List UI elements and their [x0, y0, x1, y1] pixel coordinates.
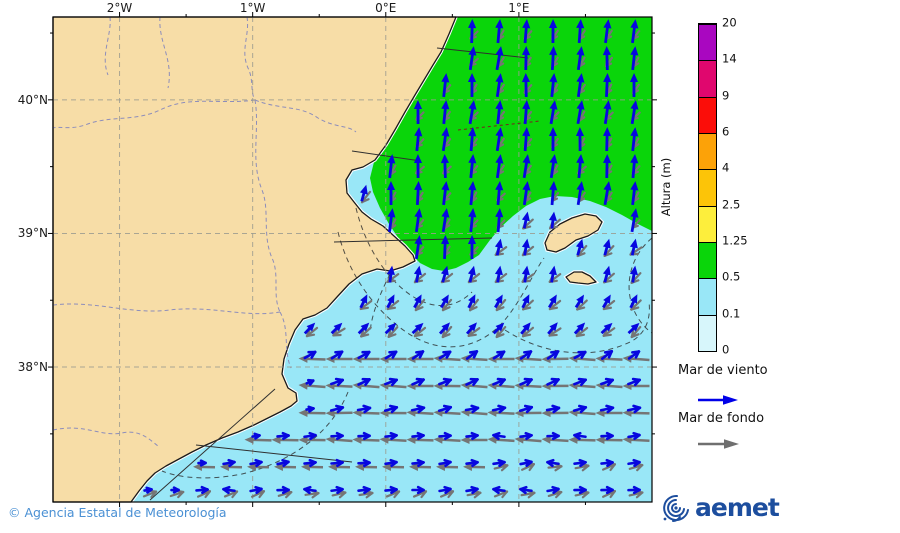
colorbar-segment: [699, 60, 716, 97]
colorbar-tick-label: 0.5: [722, 269, 741, 284]
lon-tick-label: 1°E: [508, 1, 530, 15]
colorbar-tick-label: 0.1: [722, 305, 741, 320]
colorbar-tick-label: 4: [722, 160, 730, 175]
aemet-swirl-icon: [663, 494, 689, 522]
lat-tick-label: 38°N: [17, 360, 48, 375]
colorbar-tick-label: 0: [722, 342, 730, 357]
admin-borders-layer: [52, 16, 357, 447]
colorbar-segment: [699, 169, 716, 206]
aemet-logo: aemet: [660, 492, 780, 524]
colorbar-segment: [699, 24, 716, 61]
wind-sea-legend-label: Mar de viento: [678, 363, 768, 378]
colorbar-segment: [699, 314, 716, 351]
colorbar-segment: [699, 242, 716, 279]
map-frame: [48, 12, 657, 507]
colorbar-tick-label: 20: [722, 15, 737, 30]
colorbar-tick-label: 9: [722, 87, 730, 102]
colorbar-segment: [699, 133, 716, 170]
swell-arrow-icon: [698, 439, 739, 449]
wind-sea-arrows-layer: [143, 19, 642, 495]
wind-sea-arrow-icon: [698, 395, 738, 405]
colorbar-segment: [699, 96, 716, 133]
zone-boundaries-layer: [149, 47, 529, 501]
colorbar-segment: [699, 278, 716, 315]
graticule-layer: [53, 17, 652, 502]
swell-legend-label: Mar de fondo: [678, 411, 765, 426]
lat-tick-label: 39°N: [17, 226, 48, 241]
lon-tick-label: 0°E: [375, 1, 397, 15]
colorbar-segment: [699, 205, 716, 242]
wave-height-colorbar: [698, 23, 717, 352]
lat-tick-label: 40°N: [17, 92, 48, 107]
lon-tick-label: 1°W: [239, 1, 266, 15]
colorbar-tick-label: 14: [722, 51, 737, 66]
copyright-text: © Agencia Estatal de Meteorología: [8, 505, 227, 520]
lon-tick-label: 2°W: [106, 1, 133, 15]
colorbar-tick-label: 1.25: [722, 233, 748, 248]
colorbar-tick-label: 6: [722, 124, 730, 139]
colorbar-title: Altura (m): [659, 157, 673, 217]
aemet-logo-text: aemet: [695, 493, 780, 522]
colorbar-tick-label: 2.5: [722, 196, 741, 211]
